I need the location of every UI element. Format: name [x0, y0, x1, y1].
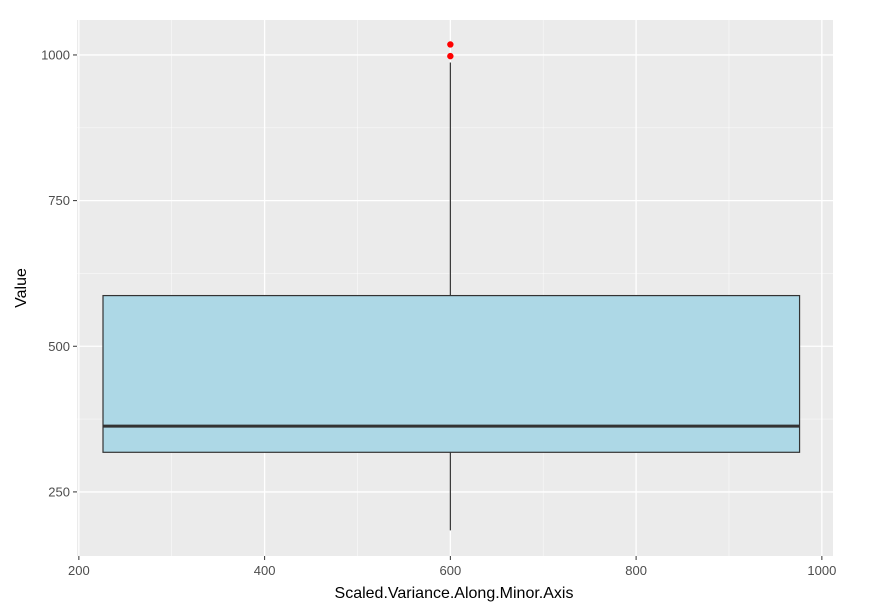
- x-tick-label: 400: [254, 563, 276, 578]
- iqr-box: [102, 294, 801, 453]
- outlier-point: [447, 52, 454, 60]
- y-tick-label: 1000: [41, 47, 70, 62]
- y-axis-ticks: 250 500 750 1000: [41, 47, 77, 499]
- y-tick-label: 500: [48, 339, 70, 354]
- y-tick-label: 250: [48, 484, 70, 499]
- y-axis-title: Value: [13, 268, 30, 308]
- box-group: [102, 41, 801, 531]
- outlier-point: [447, 41, 454, 48]
- x-axis-ticks: 200 400 600 800 1000: [68, 556, 836, 578]
- plot-panel: [77, 20, 833, 556]
- y-tick-label: 750: [48, 193, 70, 208]
- x-tick-label: 200: [68, 563, 90, 578]
- x-tick-label: 1000: [807, 563, 836, 578]
- x-tick-label: 600: [440, 563, 462, 578]
- x-axis-title: Scaled.Variance.Along.Minor.Axis: [335, 585, 574, 602]
- x-tick-label: 800: [625, 563, 647, 578]
